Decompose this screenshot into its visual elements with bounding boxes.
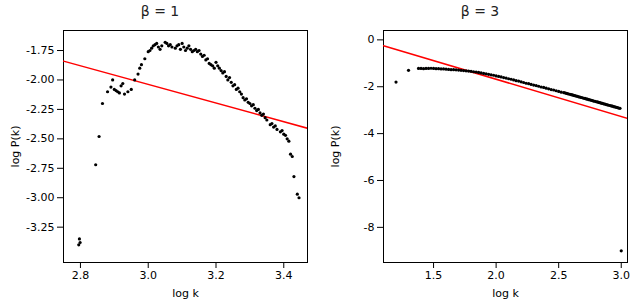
- svg-text:log k: log k: [492, 287, 519, 300]
- svg-text:log P(k): log P(k): [9, 126, 22, 168]
- svg-text:0: 0: [368, 33, 375, 46]
- html-text:β = 1: β = 1: [140, 3, 180, 19]
- svg-text:-1.75: -1.75: [26, 44, 54, 57]
- svg-text:-2.00: -2.00: [26, 73, 54, 86]
- svg-text:log k: log k: [172, 287, 199, 300]
- svg-text:-2.75: -2.75: [26, 162, 54, 175]
- svg-text:3.4: 3.4: [275, 269, 293, 282]
- svg-text:-2.25: -2.25: [26, 103, 54, 116]
- svg-text:3.2: 3.2: [207, 269, 225, 282]
- svg-text:-4: -4: [364, 127, 375, 140]
- html-text:β = 3: β = 3: [460, 3, 500, 19]
- svg-text:2.5: 2.5: [550, 269, 568, 282]
- svg-text:-8: -8: [364, 221, 375, 234]
- svg-text:-2: -2: [364, 80, 375, 93]
- svg-text:-2.50: -2.50: [26, 132, 54, 145]
- svg-text:3.0: 3.0: [612, 269, 630, 282]
- svg-text:2.8: 2.8: [72, 269, 90, 282]
- svg-text:1.5: 1.5: [425, 269, 443, 282]
- svg-text:log P(k): log P(k): [329, 126, 342, 168]
- svg-text:2.0: 2.0: [487, 269, 505, 282]
- svg-text:3.0: 3.0: [139, 269, 157, 282]
- svg-text:-3.00: -3.00: [26, 191, 54, 204]
- svg-text:-3.25: -3.25: [26, 221, 54, 234]
- svg-text:-6: -6: [364, 174, 375, 187]
